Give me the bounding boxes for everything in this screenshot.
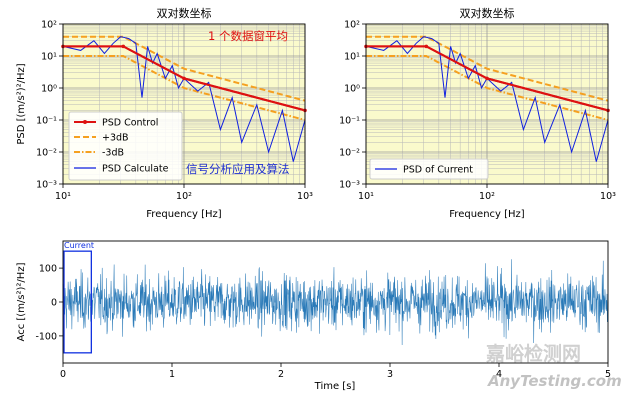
y-axis-label-time: Acc [(m/s²)²/Hz] bbox=[16, 262, 27, 341]
current-window-label: Current bbox=[64, 241, 94, 250]
control-point-left bbox=[182, 76, 186, 81]
watermark-cn: 嘉峪检测网 bbox=[485, 342, 581, 365]
x-tick-label: 10³ bbox=[297, 191, 313, 202]
y-tick-label: 10⁻¹ bbox=[36, 116, 57, 127]
legend-label-calculate: PSD Calculate bbox=[102, 164, 169, 175]
series-right bbox=[364, 35, 610, 162]
y-tick-label: -100 bbox=[35, 331, 57, 342]
chart-title-left: 双对数坐标 bbox=[157, 6, 212, 20]
x-tick-label: 5 bbox=[605, 369, 611, 380]
series-measured-left bbox=[62, 36, 306, 162]
y-tick-label: 10⁻³ bbox=[36, 180, 57, 191]
x-tick-label: 4 bbox=[496, 369, 502, 380]
x-tick-label: 10¹ bbox=[358, 191, 374, 202]
legend-label-plus3db: +3dB bbox=[102, 133, 129, 144]
y-tick-label: 10¹ bbox=[41, 52, 57, 63]
series--3db-right bbox=[366, 55, 609, 121]
psd-panel-right: 10¹ 10² 10³ 10⁻³ 10⁻² 10⁻¹ 10⁰ 10¹ 10² 双对数坐标 Fre… bbox=[339, 6, 616, 220]
chart-title-right: 双对数坐标 bbox=[460, 6, 515, 20]
legend-box-left bbox=[68, 111, 183, 181]
series-control-top-left bbox=[63, 45, 306, 112]
series--3db-left bbox=[63, 35, 306, 102]
x-tick-label: 10² bbox=[479, 191, 495, 202]
ticks-right: 10¹ 10² 10³ 10⁻³ 10⁻² 10⁻¹ 10⁰ 10¹ 10² bbox=[339, 20, 616, 203]
y-tick-label: 10² bbox=[344, 20, 360, 31]
x-tick-label: 0 bbox=[60, 369, 66, 380]
y-tick-label: 0 bbox=[51, 298, 57, 309]
psd-panel-left: 10¹ 10² 10³ 10⁻³ 10⁻² 10⁻¹ 10⁰ 10¹ 10² 双对数坐标 Fre… bbox=[16, 6, 313, 220]
time-panel: Current 0 1 2 3 4 5 -100 0 100 Time [s] Acc [(m/… bbox=[16, 240, 611, 392]
x-tick-label: 10¹ bbox=[55, 191, 71, 202]
ticks-time: 0 1 2 3 4 5 -100 0 100 bbox=[35, 264, 611, 380]
time-signal-line bbox=[62, 259, 609, 345]
annotation-signal: 信号分析应用及算法 bbox=[186, 162, 290, 176]
x-tick-label: 2 bbox=[278, 369, 284, 380]
legend-right: PSD of Current bbox=[369, 158, 489, 180]
series-left bbox=[61, 35, 307, 162]
x-axis-label-right: Frequency [Hz] bbox=[449, 209, 525, 220]
x-axis-label-time: Time [s] bbox=[314, 381, 356, 392]
y-tick-label: 10² bbox=[41, 20, 57, 31]
x-tick-label: 10³ bbox=[600, 191, 616, 202]
x-tick-label: 3 bbox=[387, 369, 393, 380]
series--3db-left bbox=[63, 55, 306, 121]
series-measured-right bbox=[365, 36, 609, 162]
legend-box-right bbox=[369, 158, 489, 180]
y-tick-label: 10⁰ bbox=[41, 84, 57, 95]
y-tick-label: 10⁰ bbox=[344, 84, 360, 95]
y-tick-label: 10¹ bbox=[344, 52, 360, 63]
y-tick-label: 10⁻² bbox=[36, 148, 57, 159]
control-point-right bbox=[485, 76, 489, 81]
y-tick-label: 10⁻³ bbox=[339, 180, 360, 191]
y-axis-label-left: PSD [(m/s²)²/Hz] bbox=[16, 63, 27, 144]
current-window-box bbox=[63, 250, 92, 354]
legend-label-control: PSD Control bbox=[102, 118, 158, 129]
control-point-left bbox=[121, 44, 126, 49]
x-tick-label: 1 bbox=[169, 369, 175, 380]
watermark: 嘉峪检测网 AnyTesting.com bbox=[485, 342, 622, 390]
y-tick-label: 100 bbox=[39, 264, 57, 275]
legend-label-minus3db: -3dB bbox=[102, 148, 124, 159]
x-axis-label-left: Frequency [Hz] bbox=[146, 209, 222, 220]
series--3db-right bbox=[366, 35, 609, 102]
legend-left: PSD Control +3dB -3dB PSD Calculate bbox=[68, 111, 183, 181]
x-tick-label: 10² bbox=[176, 191, 192, 202]
control-point-right bbox=[424, 44, 429, 49]
series-control-top-right bbox=[366, 45, 609, 112]
y-tick-label: 10⁻² bbox=[339, 148, 360, 159]
watermark-en: AnyTesting.com bbox=[487, 372, 622, 390]
legend-marker-control bbox=[83, 120, 87, 124]
ticks-left: 10¹ 10² 10³ 10⁻³ 10⁻² 10⁻¹ 10⁰ 10¹ 10² bbox=[36, 20, 313, 203]
legend-label-current: PSD of Current bbox=[403, 165, 473, 176]
y-tick-label: 10⁻¹ bbox=[339, 116, 360, 127]
annotation-average: 1 个数据窗平均 bbox=[208, 29, 288, 43]
